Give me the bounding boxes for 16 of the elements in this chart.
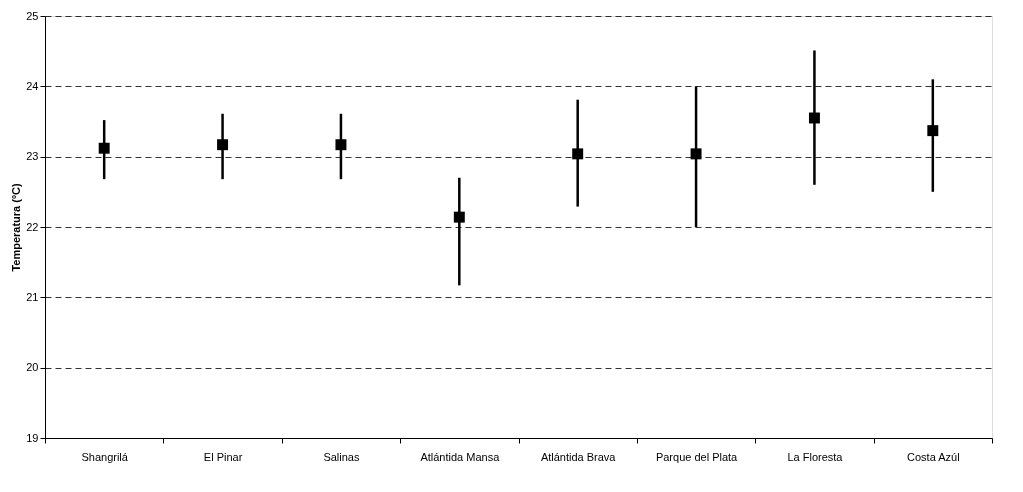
x-tick-label: Shangrilá	[81, 450, 129, 463]
y-axis-title: Temperatura (ºC)	[10, 183, 23, 272]
x-tick-label: Atlántida Brava	[540, 450, 617, 463]
y-tick-label: 22	[26, 220, 39, 233]
x-tick-label: Salinas	[323, 450, 360, 463]
x-tick-label: Parque del Plata	[655, 450, 739, 463]
y-tick-label: 20	[26, 361, 39, 374]
y-tick-label: 23	[26, 150, 39, 163]
y-tick-label: 25	[26, 9, 39, 22]
x-tick-label: Costa Azúl	[907, 450, 960, 463]
x-tick-label: Atlántida Mansa	[420, 450, 501, 463]
y-tick-label: 19	[26, 431, 39, 444]
x-tick-label: La Floresta	[787, 450, 844, 463]
x-tick-label: El Pinar	[203, 450, 243, 463]
y-tick-label: 21	[26, 290, 39, 303]
y-tick-label: 24	[26, 79, 39, 92]
